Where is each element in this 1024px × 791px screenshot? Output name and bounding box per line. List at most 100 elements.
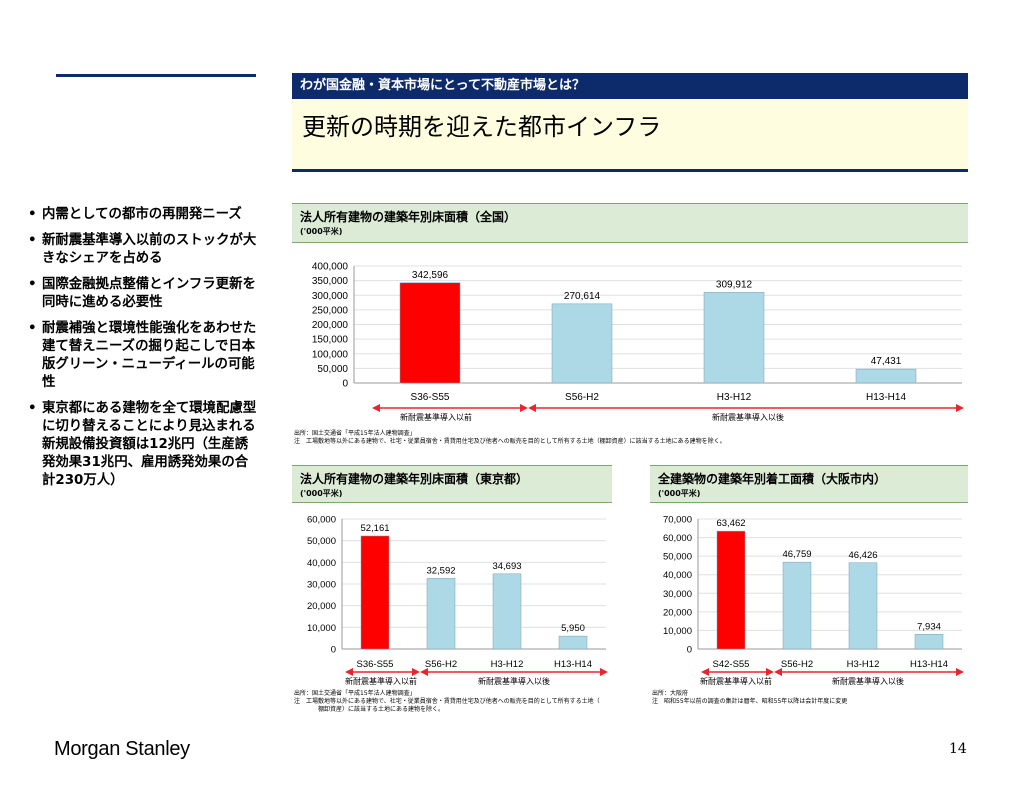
- arrowhead-left: [372, 404, 380, 412]
- arrow-label-after: 新耐震基準導入以後: [478, 676, 550, 686]
- arrow-label-before: 新耐震基準導入以前: [700, 676, 772, 686]
- y-tick-label: 40,000: [663, 570, 692, 581]
- arrow-label-before: 新耐震基準導入以前: [400, 412, 472, 422]
- y-tick-label: 70,000: [663, 515, 692, 526]
- x-tick-label: S36-S55: [357, 659, 394, 670]
- chart-title: 全建築物の建築年別着工面積（大阪市内）: [658, 472, 887, 486]
- chart-osaka-header: 全建築物の建築年別着工面積（大阪市内） ('000平米): [650, 465, 968, 503]
- y-tick-label: 50,000: [663, 552, 692, 563]
- source-note: 出所：国土交通省「平成15年法人建物調査」 注 工場敷地等以外にある建物で、社宅…: [294, 690, 600, 713]
- x-tick-label: S56-H2: [781, 659, 813, 670]
- chart-title: 法人所有建物の建築年別床面積（東京都）: [300, 472, 529, 486]
- y-tick-label: 60,000: [663, 533, 692, 544]
- bullet-list: 内需としての都市の再開発ニーズ 新耐震基準導入以前のストックが大きなシェアを占め…: [28, 206, 260, 498]
- y-tick-label: 30,000: [307, 580, 336, 591]
- arrowhead-left: [420, 668, 428, 676]
- y-tick-label: 20,000: [663, 607, 692, 618]
- y-tick-label: 50,000: [307, 536, 336, 547]
- y-tick-label: 20,000: [307, 601, 336, 612]
- arrowhead-left: [528, 404, 536, 412]
- chart-national: 新耐震基準導入以前 新耐震基準導入以後 0 50,000 100,000 150,00…: [312, 262, 964, 422]
- bar-value-label: 5,950: [561, 623, 585, 634]
- y-tick-label: 0: [687, 645, 692, 656]
- arrowhead-left: [345, 668, 353, 676]
- bar-value-label: 32,592: [426, 565, 455, 576]
- arrowhead-right: [600, 668, 608, 676]
- bullet-item: 新耐震基準導入以前のストックが大きなシェアを占める: [28, 232, 260, 268]
- y-tick-label: 200,000: [312, 320, 349, 331]
- bar-value-label: 63,462: [716, 518, 745, 529]
- bar: [782, 561, 812, 650]
- bar: [703, 292, 765, 384]
- bar-value-label: 46,426: [848, 550, 877, 561]
- x-tick-label: H13-H14: [866, 392, 906, 403]
- chart-unit: ('000平米): [658, 489, 701, 498]
- chart-unit: ('000平米): [300, 489, 343, 498]
- chart-osaka: 新耐震基準導入以前 新耐震基準導入以後 0 10,000 20,000 30,000 4…: [663, 515, 964, 686]
- source-note: 出所：大阪府 注 昭和55年以前の調査の集計は暦年、昭和55年以降は会計年度に変…: [652, 690, 848, 705]
- bar: [360, 535, 390, 650]
- bar: [426, 578, 456, 650]
- morgan-stanley-logo: Morgan Stanley: [54, 738, 190, 760]
- y-tick-label: 30,000: [663, 589, 692, 600]
- arrowhead-left: [774, 668, 782, 676]
- arrow-label-after: 新耐震基準導入以後: [712, 412, 784, 422]
- bar-value-label: 47,431: [871, 356, 902, 367]
- bar-value-label: 46,759: [782, 549, 811, 560]
- bullet-item: 耐震補強と環境性能強化をあわせた建て替えニーズの掘り起こしで日本版グリーン・ニュ…: [28, 320, 260, 392]
- chart-tokyo: 新耐震基準導入以前 新耐震基準導入以後 0 10,000 20,000 30,000 4…: [307, 515, 608, 686]
- title-rule: [292, 169, 968, 172]
- x-tick-label: H13-H14: [554, 659, 592, 670]
- arrowhead-right: [956, 668, 964, 676]
- y-tick-label: 100,000: [312, 349, 349, 360]
- chart-title: 法人所有建物の建築年別床面積（全国）: [300, 210, 517, 224]
- bar-value-label: 270,614: [564, 291, 601, 302]
- bar: [848, 562, 878, 650]
- x-tick-label: H3-H12: [717, 392, 752, 403]
- arrowhead-right: [412, 668, 420, 676]
- y-tick-label: 50,000: [317, 364, 348, 375]
- arrow-label-after: 新耐震基準導入以後: [832, 676, 904, 686]
- y-tick-label: 150,000: [312, 335, 349, 346]
- bar-value-label: 7,934: [917, 621, 941, 632]
- y-tick-label: 10,000: [663, 626, 692, 637]
- bar-value-label: 309,912: [716, 279, 753, 290]
- chart-tokyo-header: 法人所有建物の建築年別床面積（東京都） ('000平米): [292, 465, 612, 503]
- bullet-item: 東京都にある建物を全て環境配慮型に切り替えることにより見込まれる新規設備投資額は…: [28, 400, 260, 490]
- bar-value-label: 342,596: [412, 270, 449, 281]
- chart-unit: ('000平米): [300, 227, 343, 236]
- y-tick-label: 60,000: [307, 515, 336, 526]
- x-tick-label: H13-H14: [910, 659, 948, 670]
- x-tick-label: H3-H12: [847, 659, 880, 670]
- y-tick-label: 10,000: [307, 623, 336, 634]
- y-tick-label: 0: [342, 379, 348, 390]
- bar: [914, 634, 944, 650]
- x-tick-label: S36-S55: [411, 392, 450, 403]
- x-tick-label: H3-H12: [491, 659, 524, 670]
- x-tick-label: S56-H2: [425, 659, 457, 670]
- bar-value-label: 34,693: [492, 561, 521, 572]
- header-subtitle: わが国金融・資本市場にとって不動産市場とは？: [292, 73, 968, 99]
- bar: [716, 530, 746, 650]
- bar: [399, 282, 461, 384]
- y-tick-label: 300,000: [312, 291, 349, 302]
- y-tick-label: 0: [331, 645, 336, 656]
- arrowhead-right: [956, 404, 964, 412]
- y-tick-label: 350,000: [312, 276, 349, 287]
- chart-national-header: 法人所有建物の建築年別床面積（全国） ('000平米): [292, 203, 968, 243]
- title-box: [292, 99, 968, 169]
- bar: [855, 368, 917, 384]
- page-title: 更新の時期を迎えた都市インフラ: [302, 113, 662, 141]
- arrowhead-right: [520, 404, 528, 412]
- bar: [492, 573, 522, 650]
- arrowhead-right: [766, 668, 774, 676]
- bullet-item: 内需としての都市の再開発ニーズ: [28, 206, 260, 224]
- left-rule: [56, 74, 256, 77]
- x-tick-label: S56-H2: [565, 392, 599, 403]
- y-tick-label: 250,000: [312, 305, 349, 316]
- y-tick-label: 40,000: [307, 558, 336, 569]
- page-number: 14: [949, 741, 967, 757]
- arrow-label-before: 新耐震基準導入以前: [345, 676, 417, 686]
- y-tick-label: 400,000: [312, 262, 349, 273]
- source-note: 出所：国土交通省「平成15年法人建物調査」 注 工場敷地等以外にある建物で、社宅…: [294, 430, 726, 445]
